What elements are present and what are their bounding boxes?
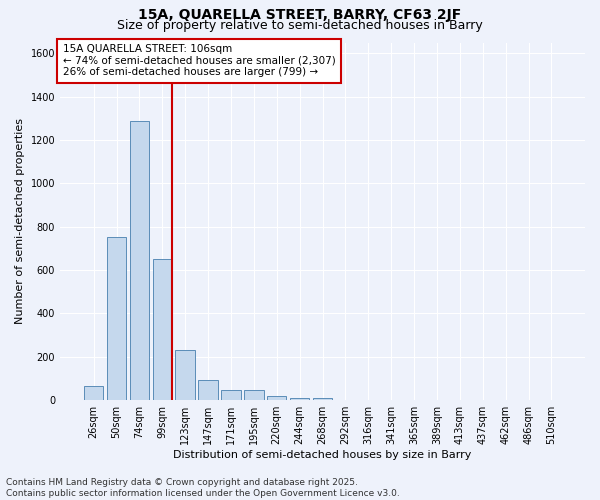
Y-axis label: Number of semi-detached properties: Number of semi-detached properties: [15, 118, 25, 324]
Bar: [175, 350, 195, 400]
Bar: [84, 386, 103, 400]
Text: Size of property relative to semi-detached houses in Barry: Size of property relative to semi-detach…: [117, 18, 483, 32]
Bar: [199, 380, 218, 400]
Bar: [152, 260, 172, 400]
Text: Contains HM Land Registry data © Crown copyright and database right 2025.
Contai: Contains HM Land Registry data © Crown c…: [6, 478, 400, 498]
Text: 15A, QUARELLA STREET, BARRY, CF63 2JF: 15A, QUARELLA STREET, BARRY, CF63 2JF: [139, 8, 461, 22]
Bar: [107, 236, 126, 400]
Bar: [221, 390, 241, 400]
Bar: [313, 398, 332, 400]
Bar: [130, 120, 149, 400]
Bar: [290, 398, 310, 400]
Text: 15A QUARELLA STREET: 106sqm
← 74% of semi-detached houses are smaller (2,307)
26: 15A QUARELLA STREET: 106sqm ← 74% of sem…: [62, 44, 335, 78]
X-axis label: Distribution of semi-detached houses by size in Barry: Distribution of semi-detached houses by …: [173, 450, 472, 460]
Bar: [267, 396, 286, 400]
Bar: [244, 390, 263, 400]
